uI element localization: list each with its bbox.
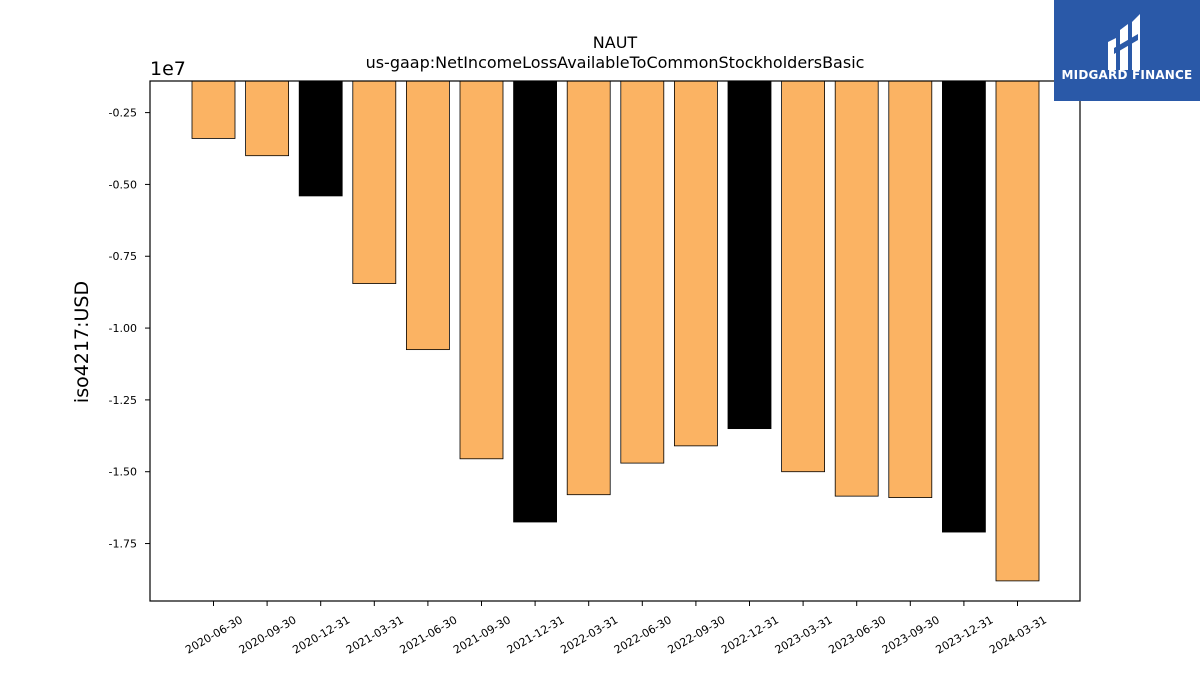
bar-2024-03-31 [995, 80, 1040, 582]
x-tick-label: 2021-06-30 [398, 613, 460, 656]
bar-2021-06-30 [405, 80, 450, 351]
bar-2022-09-30 [674, 80, 718, 447]
x-tick-label: 2020-09-30 [237, 613, 299, 656]
bar-2022-03-31 [566, 80, 611, 496]
bar-2021-09-30 [459, 80, 504, 460]
x-tick-label: 2021-12-31 [505, 613, 567, 656]
plot-frame [149, 80, 1081, 602]
x-tick-label: 2024-03-31 [987, 613, 1049, 656]
midgard-finance-logo: MIDGARD FINANCE [1054, 0, 1200, 101]
bar-2022-06-30 [620, 80, 665, 464]
logo-brand-text: MIDGARD FINANCE [1061, 68, 1193, 82]
x-tick-label: 2023-06-30 [826, 613, 888, 656]
x-tick-label: 2020-06-30 [183, 613, 245, 656]
y-tick-label: -0.75 [109, 250, 137, 263]
chart-title: NAUT [593, 33, 638, 52]
bar-2023-03-31 [781, 80, 825, 473]
x-tick-label: 2020-12-31 [290, 613, 352, 656]
midgard-logo-icon [1108, 14, 1140, 70]
bar-2023-06-30 [834, 80, 879, 497]
x-tick-label: 2021-09-30 [451, 613, 513, 656]
y-tick-label: -1.25 [109, 394, 137, 407]
y-tick-label: -1.00 [109, 322, 137, 335]
bar-2021-12-31 [513, 80, 557, 523]
y-tick-label: -1.50 [109, 466, 137, 479]
y-offset-text: 1e7 [150, 58, 186, 80]
bar-2020-09-30 [245, 80, 290, 157]
x-tick-label: 2022-09-30 [666, 613, 728, 656]
bar-2021-03-31 [352, 80, 397, 284]
x-tick-label: 2022-12-31 [719, 613, 781, 656]
y-tick-label: -0.50 [109, 178, 137, 191]
x-tick-label: 2022-06-30 [612, 613, 674, 656]
y-axis-label: iso4217:USD [71, 281, 93, 403]
x-tick-label: 2021-03-31 [344, 613, 406, 656]
chart-subtitle: us-gaap:NetIncomeLossAvailableToCommonSt… [366, 53, 865, 72]
x-tick-label: 2023-12-31 [934, 613, 996, 656]
x-ticks: 2020-06-302020-09-302020-12-312021-03-31… [183, 601, 1049, 657]
x-tick-label: 2022-03-31 [558, 613, 620, 656]
bar-2023-09-30 [888, 80, 933, 498]
bar-2020-06-30 [191, 80, 236, 139]
x-tick-label: 2023-03-31 [773, 613, 835, 656]
bars-group [191, 80, 1040, 582]
bar-2023-12-31 [942, 80, 986, 533]
x-tick-label: 2023-09-30 [880, 613, 942, 656]
y-tick-label: -0.25 [109, 107, 137, 120]
bar-2020-12-31 [298, 80, 343, 197]
y-ticks: -0.25 -0.50 -0.75 -1.00 -1.25 -1.50 -1.75 [109, 107, 150, 551]
bar-2022-12-31 [727, 80, 772, 430]
y-tick-label: -1.75 [109, 538, 137, 551]
